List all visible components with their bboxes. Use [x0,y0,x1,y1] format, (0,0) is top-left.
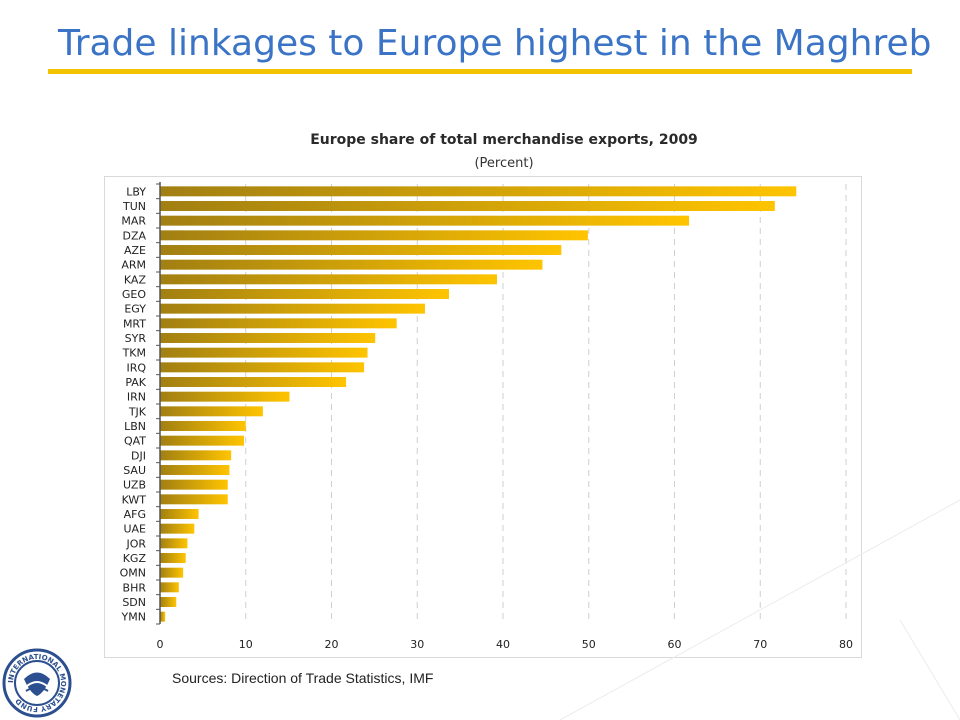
category-label-ymn: YMN [121,611,146,624]
category-label-afg: AFG [124,508,146,521]
bar-mar [160,215,690,226]
bar-bhr [160,582,179,593]
x-tick-label-70: 70 [753,638,767,651]
bar-pak [160,377,347,387]
category-label-uzb: UZB [123,479,146,492]
bar-sau [160,465,230,475]
category-label-lby: LBY [126,185,146,198]
chart-title: Europe share of total merchandise export… [310,132,698,148]
category-label-irn: IRN [127,391,146,404]
bar-mrt [160,318,397,329]
category-label-omn: OMN [120,567,146,580]
bar-jor [160,538,188,549]
category-label-qat: QAT [124,435,146,448]
x-tick-label-0: 0 [157,638,164,651]
category-label-jor: JOR [125,537,146,550]
category-label-irq: IRQ [126,361,146,374]
title-underline [48,69,912,74]
category-label-tun: TUN [122,200,146,213]
category-label-kgz: KGZ [123,552,147,565]
bar-dji [160,450,232,461]
x-tick-label-50: 50 [582,638,596,651]
category-label-sdn: SDN [122,596,146,609]
category-label-egy: EGY [124,303,146,316]
category-label-arm: ARM [121,259,146,272]
bar-uae [160,523,195,534]
bar-arm [160,259,543,270]
bar-ymn [160,611,166,622]
x-tick-label-30: 30 [410,638,424,651]
category-label-uae: UAE [123,523,146,536]
bar-afg [160,509,199,519]
category-label-lbn: LBN [124,420,146,433]
plot-area-frame [104,176,862,658]
bar-kaz [160,274,497,285]
category-label-sau: SAU [123,464,146,477]
bar-geo [160,289,449,299]
category-label-aze: AZE [124,244,146,257]
x-tick-label-20: 20 [325,638,339,651]
x-tick-label-10: 10 [239,638,253,651]
x-tick-label-60: 60 [668,638,682,651]
page-title: Trade linkages to Europe highest in the … [58,23,932,64]
bars [160,186,797,622]
bar-omn [160,567,184,578]
category-label-bhr: BHR [123,581,147,594]
bar-lby [160,186,797,197]
bar-sdn [160,597,177,607]
category-label-tkm: TKM [122,347,146,360]
bar-kwt [160,494,228,505]
category-label-syr: SYR [125,332,147,345]
category-label-dji: DJI [131,449,146,462]
bar-tun [160,201,775,211]
bar-aze [160,245,562,255]
imf-seal-icon: INTERNATIONAL MONETARY FUND [2,648,72,718]
bar-egy [160,303,425,314]
chart-subtitle: (Percent) [474,156,534,171]
category-label-dza: DZA [122,229,146,242]
x-tick-label-80: 80 [839,638,853,651]
category-label-geo: GEO [122,288,146,301]
category-label-mrt: MRT [123,317,146,330]
category-label-kaz: KAZ [124,273,147,286]
axes [156,182,161,625]
x-tick-label-40: 40 [496,638,510,651]
bar-irq [160,362,365,373]
source-note: Sources: Direction of Trade Statistics, … [172,670,434,686]
category-label-pak: PAK [125,376,146,389]
x-axis-ticks: 0 10 20 30 40 50 60 70 80 [157,638,854,651]
bar-tjk [160,406,263,417]
bar-uzb [160,479,228,490]
bar-irn [160,391,290,402]
bar-tkm [160,347,368,358]
bar-lbn [160,421,246,431]
bar-dza [160,230,588,241]
bar-kgz [160,553,186,563]
category-label-tjk: TJK [128,405,147,418]
category-label-kwt: KWT [122,493,147,506]
bar-syr [160,333,376,343]
category-label-mar: MAR [121,215,146,228]
bar-qat [160,435,245,446]
